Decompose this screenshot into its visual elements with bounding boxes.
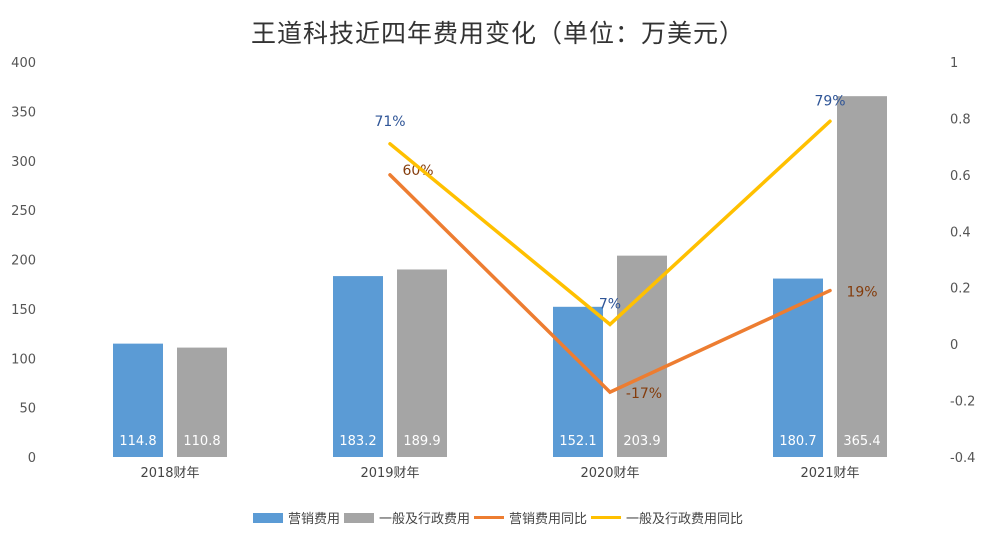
y-left-tick-label: 250 (11, 204, 36, 219)
y-right-tick-label: -0.2 (950, 395, 975, 410)
y-right-tick-label: 0.8 (950, 112, 971, 127)
legend-swatch (252, 512, 283, 523)
bar (397, 269, 447, 457)
bar-value-label: 189.9 (403, 434, 440, 449)
y-right-tick-label: 1 (950, 56, 958, 71)
legend-item: 营销费用同比 (474, 508, 587, 527)
bar (177, 347, 227, 457)
chart-area: 0 50 100 150 200 250 300 350 400 -0.4 -0.2 0 0.2 0.4 0… (11, 56, 975, 481)
bar (837, 96, 887, 457)
y-left-tick-label: 300 (11, 155, 36, 170)
bar-value-label: 203.9 (623, 434, 660, 449)
legend-label: 营销费用 (287, 512, 340, 527)
y-left-tick-label: 50 (19, 402, 36, 417)
y-left-tick-label: 0 (28, 451, 36, 466)
legend-item: 营销费用 (252, 508, 340, 527)
bar-value-label: 152.1 (559, 434, 596, 449)
y-right-tick-label: -0.4 (950, 451, 975, 466)
legend-item: 一般及行政费用 (343, 508, 470, 527)
legend-label: 一般及行政费用同比 (626, 512, 744, 527)
x-tick-label: 2018财年 (140, 466, 199, 481)
bar (553, 306, 603, 457)
legend-item: 一般及行政费用同比 (591, 508, 743, 527)
y-left-tick-label: 150 (11, 303, 36, 318)
bar-value-label: 180.7 (779, 434, 816, 449)
y-right-tick-label: 0.6 (950, 169, 971, 184)
bar (617, 255, 667, 457)
series-line (388, 173, 832, 395)
x-tick-label: 2021财年 (800, 466, 859, 481)
y-left-tick-label: 350 (11, 105, 36, 120)
line-value-label: 79% (814, 93, 845, 109)
line-value-label: 7% (599, 296, 621, 312)
bar-value-label: 365.4 (843, 434, 880, 449)
legend-swatch (343, 512, 374, 523)
y-left-tick-label: 200 (11, 254, 36, 269)
bar-value-label: 114.8 (119, 434, 156, 449)
y-left-tick-label: 400 (11, 56, 36, 71)
legend-swatch (591, 516, 622, 519)
legend-label: 一般及行政费用 (378, 512, 470, 527)
y-left-tick-label: 100 (11, 352, 36, 367)
bar (113, 343, 163, 457)
legend-swatch (474, 516, 504, 519)
legend-label: 营销费用同比 (509, 512, 588, 527)
y-right-tick-label: 0 (950, 338, 958, 353)
bar-value-label: 183.2 (339, 434, 376, 449)
bar-value-label: 110.8 (183, 434, 220, 449)
y-right-tick-label: 0.4 (950, 225, 971, 240)
x-tick-label: 2019财年 (360, 466, 419, 481)
x-tick-label: 2020财年 (580, 466, 639, 481)
series-line (388, 119, 832, 327)
bar (333, 276, 383, 457)
chart-title: 王道科技近四年费用变化（单位：万美元） (250, 19, 745, 48)
y-right-tick-label: 0.2 (950, 282, 971, 297)
bar (773, 278, 823, 457)
line-value-label: 19% (846, 285, 877, 301)
line-value-label: 71% (374, 114, 405, 130)
line-value-label: -17% (626, 386, 662, 402)
legend: 营销费用 一般及行政费用 营销费用同比 一般及行政费用同比 (0, 508, 996, 527)
